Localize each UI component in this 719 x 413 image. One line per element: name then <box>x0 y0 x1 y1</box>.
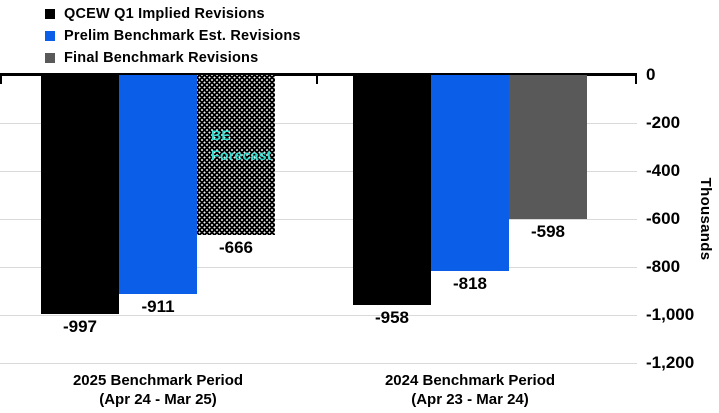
legend-label-qcew: QCEW Q1 Implied Revisions <box>64 6 265 22</box>
bar-value-label-2025-final: -666 <box>218 237 254 257</box>
legend-item-prelim: Prelim Benchmark Est. Revisions <box>45 25 301 47</box>
y-tick-label: -400 <box>646 161 681 180</box>
gridline <box>0 315 637 316</box>
gridline <box>0 123 637 124</box>
y-tick-label: -1,000 <box>646 305 695 324</box>
bar-2024-final <box>509 75 587 219</box>
y-tick-label: -800 <box>646 257 681 276</box>
y-tick-label: -1,200 <box>646 353 695 372</box>
category-label-line2: (Apr 23 - Mar 24) <box>411 391 529 408</box>
bar-2024-prelim <box>431 75 509 272</box>
be-forecast-annotation-line: BE <box>211 127 232 143</box>
gridline <box>0 219 637 220</box>
x-axis-tick <box>0 76 2 84</box>
bar-value-label-2024-prelim: -818 <box>452 274 488 294</box>
bar-value-label-2025-prelim: -911 <box>141 296 175 316</box>
bar-2024-qcew <box>353 75 431 305</box>
plot-area: -997 -958 -911 -818 -666 -598 BE Forecast <box>0 73 637 364</box>
bar-2025-prelim <box>119 75 197 294</box>
y-tick-label: -200 <box>646 113 681 132</box>
category-label-line1: 2024 Benchmark Period <box>384 372 556 389</box>
y-tick-label: 0 <box>646 65 656 84</box>
category-label-line1: 2025 Benchmark Period <box>72 372 244 389</box>
legend-marker-prelim-icon <box>45 31 55 41</box>
bar-value-label-2024-final: -598 <box>530 221 566 241</box>
legend-label-prelim: Prelim Benchmark Est. Revisions <box>64 28 301 44</box>
be-forecast-annotation: BE Forecast <box>211 125 272 165</box>
gridline <box>0 171 637 172</box>
bar-2025-final <box>197 75 275 235</box>
be-forecast-annotation-line: Forecast <box>211 147 272 163</box>
legend-marker-final-icon <box>45 53 55 63</box>
legend-item-final: Final Benchmark Revisions <box>45 47 301 69</box>
gridline <box>0 363 637 364</box>
x-axis-tick <box>635 76 637 84</box>
legend: QCEW Q1 Implied Revisions Prelim Benchma… <box>45 3 301 69</box>
x-axis-tick <box>316 76 318 84</box>
bar-value-label-2024-qcew: -958 <box>374 307 410 327</box>
legend-item-qcew: QCEW Q1 Implied Revisions <box>45 3 301 25</box>
category-label-2024: 2024 Benchmark Period (Apr 23 - Mar 24) <box>310 371 630 409</box>
legend-label-final: Final Benchmark Revisions <box>64 50 259 66</box>
gridline <box>0 267 637 268</box>
legend-marker-qcew-icon <box>45 9 55 19</box>
x-axis-line <box>0 73 637 76</box>
y-axis-title: Thousands <box>697 177 714 261</box>
category-label-line2: (Apr 24 - Mar 25) <box>99 391 217 408</box>
bar-value-label-2025-qcew: -997 <box>62 317 98 337</box>
category-label-2025: 2025 Benchmark Period (Apr 24 - Mar 25) <box>0 371 318 409</box>
bar-2025-qcew <box>41 75 119 315</box>
y-tick-label: -600 <box>646 209 681 228</box>
